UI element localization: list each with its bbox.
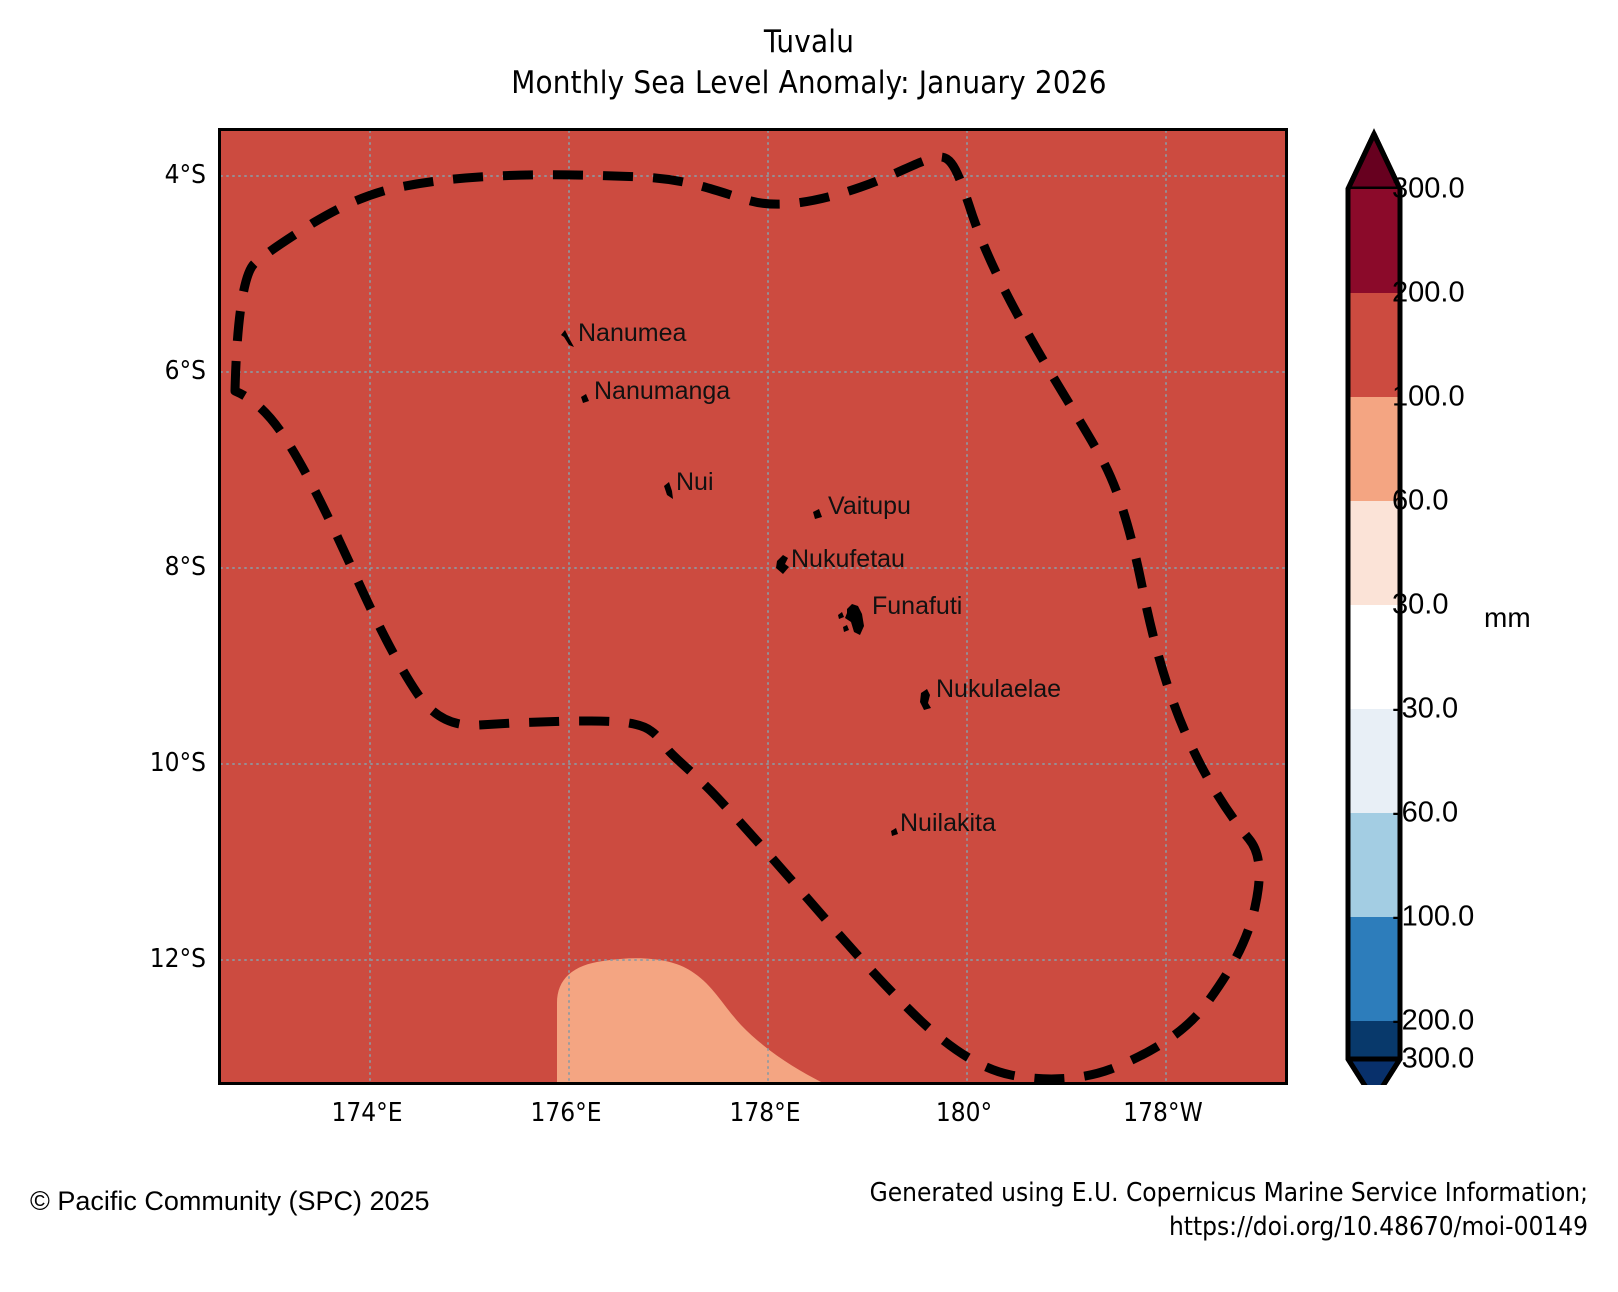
colorbar-band-neg100-neg60 [1348, 813, 1400, 917]
y-tick-12s: 12°S [149, 944, 206, 974]
island-shape-funafuti [838, 604, 864, 635]
y-tick-4s: 4°S [164, 160, 206, 190]
island-shape-vaitupu [813, 509, 822, 519]
colorbar: 300.0 200.0 100.0 60.0 30.0 -30.0 -60.0 … [1316, 128, 1616, 1085]
data-credit-block: Generated using E.U. Copernicus Marine S… [870, 1177, 1588, 1245]
y-tick-6s: 6°S [164, 356, 206, 386]
y-tick-10s: 10°S [149, 748, 206, 778]
colorbar-band-neg300-neg200 [1348, 1021, 1400, 1059]
map-plot-area [218, 128, 1288, 1085]
figure-title: Tuvalu Monthly Sea Level Anomaly: Januar… [0, 22, 1618, 104]
x-tick-180: 180° [935, 1098, 993, 1128]
island-shape-nanumanga [581, 394, 589, 403]
contour-band-100-200 [221, 131, 1285, 1082]
island-shape-nukulaelae [920, 689, 931, 710]
x-tick-176e: 176°E [530, 1098, 602, 1128]
colorbar-tick-300: 300.0 [1392, 172, 1465, 205]
credit-line-2: https://doi.org/10.48670/moi-00149 [1168, 1211, 1588, 1242]
colorbar-band-100-200 [1348, 293, 1400, 397]
colorbar-outline [1345, 128, 1403, 1085]
island-shape-nuilakita [891, 828, 898, 836]
x-tick-174e: 174°E [331, 1098, 403, 1128]
copyright-text: © Pacific Community (SPC) 2025 [30, 1186, 430, 1216]
colorbar-band-200-300 [1348, 189, 1400, 293]
colorbar-tick-100: 100.0 [1392, 380, 1465, 413]
colorbar-tick-30: 30.0 [1392, 588, 1449, 621]
island-shape-nui [664, 482, 673, 499]
colorbar-unit-label: mm [1484, 602, 1531, 633]
island-shape-nanumea [561, 330, 574, 347]
colorbar-tick-neg30: -30.0 [1392, 692, 1459, 725]
credit-line-1: Generated using E.U. Copernicus Marine S… [869, 1178, 1588, 1208]
colorbar-tick-60: 60.0 [1392, 484, 1449, 517]
colorbar-band-neg60-neg30 [1348, 709, 1400, 813]
island-landmasses [561, 330, 931, 836]
colorbar-tick-neg300: -300.0 [1392, 1042, 1475, 1075]
page-subtitle: Monthly Sea Level Anomaly: January 2026 [511, 65, 1107, 102]
y-tick-8s: 8°S [164, 552, 206, 582]
x-tick-178w: 178°W [1123, 1098, 1203, 1128]
colorbar-band-neg200-neg100 [1348, 917, 1400, 1021]
colorbar-bands [1348, 189, 1400, 1059]
contour-band-60-100 [557, 958, 821, 1082]
colorbar-band-neg30-30 [1348, 605, 1400, 709]
map-canvas [221, 131, 1285, 1082]
colorbar-tick-200: 200.0 [1392, 276, 1465, 309]
colorbar-band-30-60 [1348, 501, 1400, 605]
colorbar-canvas [1345, 128, 1403, 1085]
colorbar-tick-neg100: -100.0 [1392, 900, 1475, 933]
colorbar-band-60-100 [1348, 397, 1400, 501]
page-title: Tuvalu [763, 24, 855, 60]
colorbar-tick-neg200: -200.0 [1392, 1004, 1475, 1037]
colorbar-tick-neg60: -60.0 [1392, 796, 1459, 829]
x-tick-178e: 178°E [729, 1098, 801, 1128]
island-shape-nukufetau [776, 555, 789, 574]
